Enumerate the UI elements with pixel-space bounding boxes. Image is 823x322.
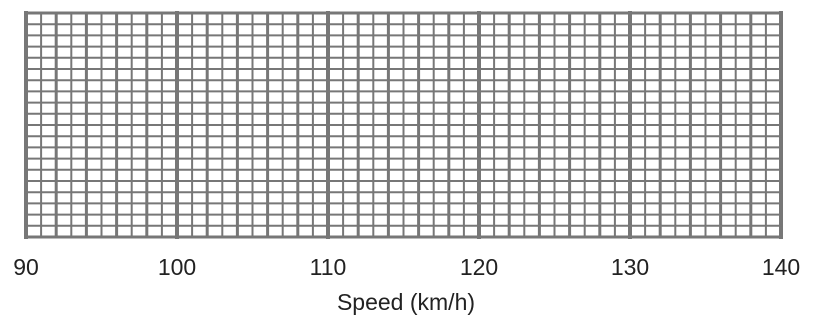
x-tick-label: 110	[310, 254, 347, 280]
x-tick-label: 140	[762, 254, 800, 280]
x-tick-label: 100	[158, 254, 196, 280]
x-tick-label: 90	[13, 254, 39, 280]
grid-lines	[24, 11, 783, 239]
x-tick-labels: 90 100 110 120 130 140	[13, 254, 800, 280]
x-axis-title: Speed (km/h)	[337, 289, 475, 315]
x-tick-label: 120	[460, 254, 498, 280]
x-tick-label: 130	[611, 254, 649, 280]
